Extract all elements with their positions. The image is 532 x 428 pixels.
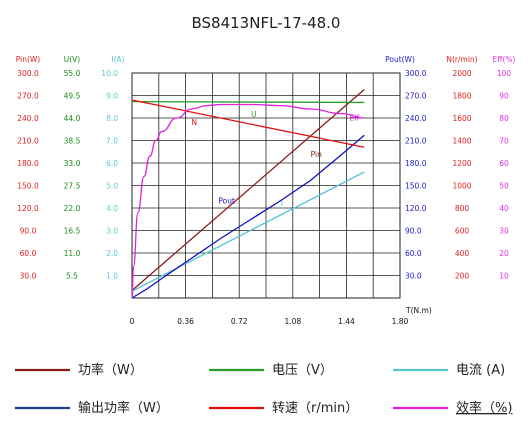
- tick-label-i: 7.0: [106, 137, 118, 146]
- series: Pin U I Pout N Eff: [131, 89, 365, 299]
- tick-label-n: 200: [455, 272, 470, 281]
- tick-label-i: 3.0: [106, 227, 118, 236]
- tick-label-u: 44.0: [64, 114, 81, 123]
- series-line-n: [131, 99, 365, 148]
- tick-label-pout: 120.0: [405, 204, 427, 213]
- series-line-pin: [131, 89, 365, 291]
- tick-label-pin: 120.0: [17, 204, 39, 213]
- tick-label-i: 5.0: [106, 182, 118, 191]
- tick-label-i: 10.0: [101, 69, 118, 78]
- tick-label-pout: 240.0: [405, 114, 427, 123]
- tick-label-i: 6.0: [106, 159, 118, 168]
- tick-label-n: 1600: [452, 114, 471, 123]
- series-line-eff: [131, 103, 365, 299]
- legend-label: 效率（%): [456, 400, 512, 416]
- axes: Pin(W) 30.0 60.0 90.0 120.0 150.0 180.0 210.0 24…: [16, 55, 516, 326]
- series-label-eff: Eff: [349, 113, 360, 122]
- legend-label: 电压（V）: [272, 363, 333, 378]
- tick-label-eff: 40: [499, 204, 509, 213]
- tick-label-i: 1.0: [106, 272, 118, 281]
- tick-label-pout: 210.0: [405, 137, 427, 146]
- series-label-i: I: [281, 199, 283, 208]
- axis-header-u: U(V): [64, 55, 81, 64]
- tick-label-eff: 50: [499, 182, 509, 191]
- tick-label-pin: 90.0: [20, 227, 37, 236]
- tick-label-n: 800: [455, 204, 470, 213]
- tick-label-u: 27.5: [64, 182, 81, 191]
- tick-label-eff: 100: [497, 69, 512, 78]
- tick-label-u: 49.5: [64, 92, 81, 101]
- legend-label: 转速（r/min）: [272, 401, 358, 416]
- tick-label-n: 1800: [452, 92, 471, 101]
- series-label-pout: Pout: [218, 197, 235, 206]
- tick-label-i: 2.0: [106, 249, 118, 258]
- tick-label-pout: 90.0: [405, 227, 422, 236]
- tick-label-i: 9.0: [106, 92, 118, 101]
- series-line-u: [131, 100, 365, 104]
- tick-label-pout: 180.0: [405, 159, 427, 168]
- tick-label-n: 1200: [452, 159, 471, 168]
- tick-label-pin: 270.0: [17, 92, 39, 101]
- legend-label: 输出功率（W）: [78, 400, 169, 416]
- tick-label-pin: 210.0: [17, 137, 39, 146]
- x-tick-label: 1.08: [284, 317, 301, 326]
- tick-label-i: 8.0: [106, 114, 118, 123]
- tick-label-i: 4.0: [106, 204, 118, 213]
- tick-label-eff: 20: [499, 249, 509, 258]
- tick-label-u: 33.0: [64, 159, 81, 168]
- tick-label-u: 22.0: [64, 204, 81, 213]
- tick-label-pin: 180.0: [17, 159, 39, 168]
- grid: [131, 72, 401, 299]
- tick-label-eff: 10: [499, 272, 509, 281]
- axis-header-i: I(A): [111, 55, 124, 64]
- legend-label: 功率（W）: [78, 362, 143, 378]
- tick-label-eff: 70: [499, 137, 509, 146]
- x-axis-label: T(N.m): [405, 306, 432, 315]
- tick-label-n: 600: [455, 227, 470, 236]
- axis-header-pin: Pin(W): [16, 55, 41, 64]
- tick-label-n: 1000: [452, 182, 471, 191]
- x-tick-label: 1.80: [392, 317, 409, 326]
- tick-label-n: 1400: [452, 137, 471, 146]
- series-label-u: U: [251, 110, 257, 119]
- tick-label-pout: 30.0: [405, 272, 422, 281]
- axis-header-eff: Eff(%): [493, 55, 516, 64]
- tick-label-pout: 270.0: [405, 92, 427, 101]
- x-tick-label: 0.36: [177, 317, 194, 326]
- tick-label-pout: 150.0: [405, 182, 427, 191]
- axis-header-n: N(r/min): [446, 55, 477, 64]
- tick-label-eff: 60: [499, 159, 509, 168]
- tick-label-u: 16.5: [64, 227, 81, 236]
- tick-label-u: 55.0: [64, 69, 81, 78]
- tick-label-n: 400: [455, 249, 470, 258]
- series-label-pin: Pin: [311, 150, 322, 159]
- tick-label-pin: 240.0: [17, 114, 39, 123]
- x-tick-label: 0.72: [231, 317, 248, 326]
- tick-label-u: 11.0: [64, 249, 81, 258]
- axis-header-pout: Pout(W): [385, 55, 415, 64]
- chart-title: BS8413NFL-17-48.0: [192, 14, 341, 32]
- tick-label-eff: 90: [499, 92, 509, 101]
- tick-label-eff: 80: [499, 114, 509, 123]
- tick-label-pin: 60.0: [20, 249, 37, 258]
- x-tick-label: 1.44: [338, 317, 355, 326]
- tick-label-pin: 150.0: [17, 182, 39, 191]
- series-line-i: [131, 171, 365, 292]
- legend: 功率（W） 电压（V） 电流 (A) 输出功率（W） 转速（r/min） 效率（%): [15, 362, 512, 416]
- tick-label-pout: 60.0: [405, 249, 422, 258]
- tick-label-n: 2000: [452, 69, 471, 78]
- tick-label-pin: 30.0: [20, 272, 37, 281]
- tick-label-pout: 300.0: [405, 69, 427, 78]
- series-line-pout: [131, 134, 365, 299]
- tick-label-pin: 300.0: [17, 69, 39, 78]
- x-tick-label: 0: [130, 317, 135, 326]
- series-label-n: N: [192, 118, 198, 127]
- tick-label-u: 5.5: [66, 272, 78, 281]
- legend-label: 电流 (A): [456, 363, 505, 378]
- tick-label-u: 38.5: [64, 137, 81, 146]
- tick-label-eff: 30: [499, 227, 509, 236]
